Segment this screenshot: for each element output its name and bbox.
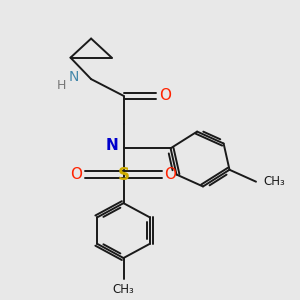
Text: CH₃: CH₃ — [263, 175, 285, 188]
Text: CH₃: CH₃ — [112, 283, 134, 296]
Text: N: N — [68, 70, 79, 84]
Text: O: O — [165, 167, 177, 182]
Text: O: O — [70, 167, 83, 182]
Text: O: O — [159, 88, 171, 103]
Text: H: H — [57, 79, 66, 92]
Text: N: N — [105, 138, 118, 153]
Text: S: S — [118, 166, 130, 184]
